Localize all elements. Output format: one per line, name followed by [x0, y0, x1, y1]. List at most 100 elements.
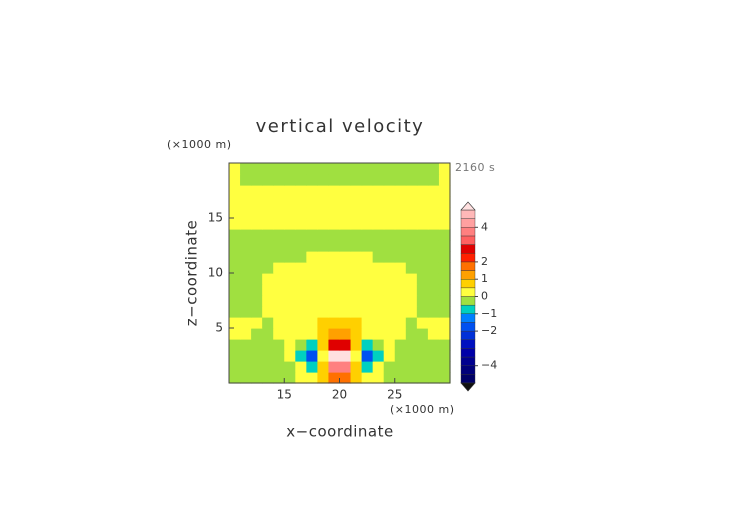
- contour-cell: [262, 229, 274, 241]
- contour-cell: [229, 284, 241, 296]
- colorbar-segment: [460, 218, 476, 228]
- colorbar-tick-label: −1: [481, 307, 497, 320]
- contour-cell: [240, 240, 252, 252]
- contour-cell: [394, 317, 407, 329]
- contour-cell: [306, 295, 318, 307]
- contour-cell: [339, 229, 352, 241]
- contour-cell: [328, 284, 341, 296]
- contour-cell: [273, 207, 285, 219]
- contour-cell: [427, 361, 440, 373]
- contour-cell: [240, 218, 252, 230]
- contour-cell: [251, 207, 263, 219]
- contour-cell: [317, 328, 330, 340]
- contour-cell: [361, 306, 374, 318]
- contour-cell: [405, 229, 418, 241]
- contour-cell: [438, 273, 451, 285]
- contour-cell: [339, 328, 352, 340]
- contour-cell: [372, 317, 385, 329]
- contour-cell: [229, 372, 241, 384]
- contour-cell: [394, 185, 407, 197]
- colorbar-tick-label: 0: [481, 290, 488, 303]
- contour-cell: [372, 262, 385, 274]
- contour-cell: [405, 306, 418, 318]
- contour-cell: [405, 273, 418, 285]
- contour-cell: [372, 196, 385, 208]
- contour-cell: [339, 361, 352, 373]
- contour-cell: [427, 317, 440, 329]
- time-label: 2160 s: [455, 161, 495, 174]
- contour-cell: [295, 207, 307, 219]
- contour-cell: [438, 240, 451, 252]
- contour-cell: [383, 306, 396, 318]
- colorbar-tick-label: 1: [481, 272, 488, 285]
- contour-cell: [383, 328, 396, 340]
- contour-cell: [372, 207, 385, 219]
- contour-cell: [438, 372, 451, 384]
- contour-cell: [405, 328, 418, 340]
- contour-cell: [416, 350, 429, 362]
- contour-cell: [229, 240, 241, 252]
- contour-cell: [383, 251, 396, 263]
- contour-cell: [372, 339, 385, 351]
- contour-cell: [317, 262, 330, 274]
- contour-cell: [416, 339, 429, 351]
- contour-cell: [262, 317, 274, 329]
- contour-cell: [339, 295, 352, 307]
- contour-cell: [416, 328, 429, 340]
- contour-cell: [438, 262, 451, 274]
- contour-cell: [405, 207, 418, 219]
- contour-cell: [339, 317, 352, 329]
- contour-cell: [229, 251, 241, 263]
- contour-cell: [295, 240, 307, 252]
- contour-cell: [328, 372, 341, 384]
- contour-cell: [328, 185, 341, 197]
- contour-cell: [273, 240, 285, 252]
- contour-cell: [394, 251, 407, 263]
- colorbar-over: [460, 201, 476, 211]
- contour-cell: [350, 372, 363, 384]
- contour-cell: [229, 185, 241, 197]
- contour-cell: [350, 196, 363, 208]
- contour-cell: [229, 207, 241, 219]
- contour-cell: [284, 350, 296, 362]
- contour-cell: [361, 196, 374, 208]
- contour-cell: [427, 339, 440, 351]
- contour-cell: [416, 295, 429, 307]
- contour-cell: [317, 339, 330, 351]
- contour-cell: [229, 196, 241, 208]
- contour-cell: [416, 273, 429, 285]
- contour-cell: [295, 229, 307, 241]
- contour-cell: [339, 273, 352, 285]
- contour-cell: [372, 284, 385, 296]
- contour-cell: [394, 284, 407, 296]
- contour-cell: [273, 328, 285, 340]
- contour-cell: [240, 350, 252, 362]
- contour-cell: [262, 284, 274, 296]
- contour-cell: [229, 328, 241, 340]
- contour-cell: [339, 185, 352, 197]
- contour-cell: [262, 185, 274, 197]
- contour-cell: [383, 262, 396, 274]
- contour-cell: [394, 218, 407, 230]
- contour-cell: [405, 350, 418, 362]
- contour-cell: [350, 240, 363, 252]
- contour-cell: [262, 207, 274, 219]
- contour-cell: [295, 284, 307, 296]
- contour-cell: [262, 262, 274, 274]
- contour-cell: [317, 207, 330, 219]
- contour-cell: [372, 218, 385, 230]
- contour-cell: [240, 251, 252, 263]
- contour-cell: [240, 207, 252, 219]
- contour-cell: [240, 185, 252, 197]
- contour-cell: [394, 262, 407, 274]
- contour-cell: [273, 174, 285, 186]
- contour-cell: [438, 251, 451, 263]
- contour-cell: [405, 174, 418, 186]
- contour-cell: [251, 350, 263, 362]
- contour-cell: [361, 284, 374, 296]
- contour-cell: [438, 284, 451, 296]
- contour-cell: [251, 240, 263, 252]
- contour-cell: [229, 218, 241, 230]
- contour-cell: [306, 328, 318, 340]
- contour-cell: [383, 284, 396, 296]
